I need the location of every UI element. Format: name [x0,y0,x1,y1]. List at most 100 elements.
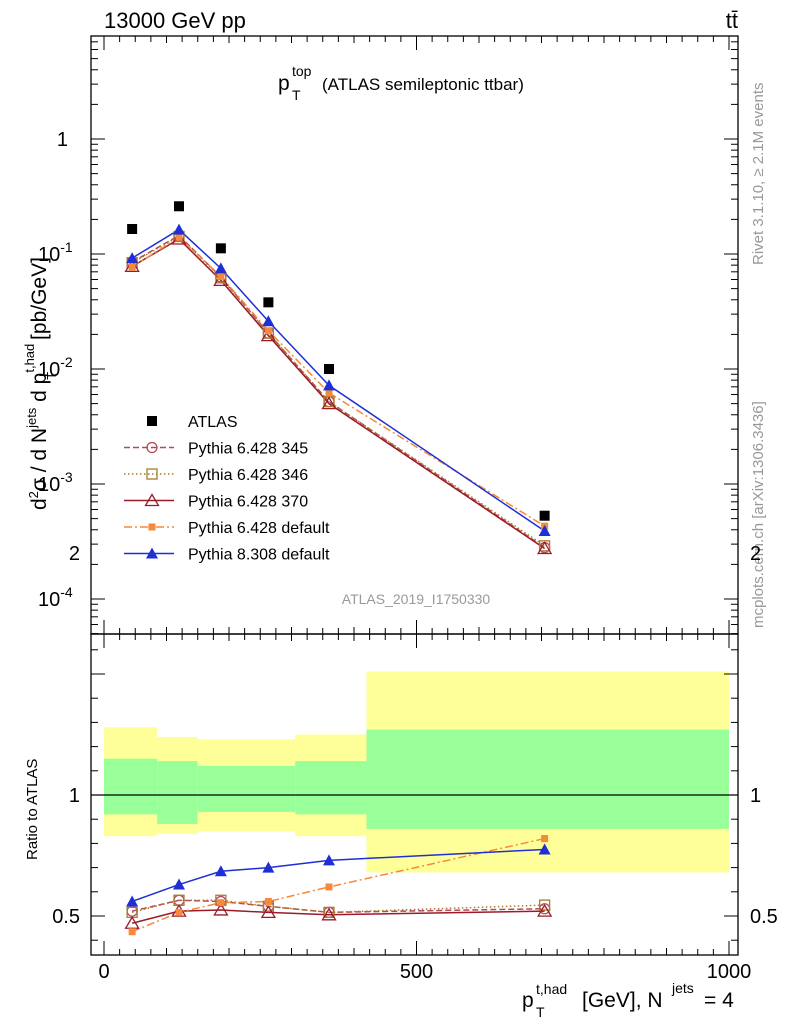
main-panel: 10-410-310-210-11 p top T (ATLAS semilep… [22,35,739,635]
mcplots-label: mcplots.cern.ch [arXiv:1306.3436] [750,401,767,628]
legend-marker [146,547,158,559]
ratio-point-pythia-6-428-default [264,897,272,905]
legend-label: ATLAS [188,414,238,431]
ratio-point-pythia-6-428-default [541,835,549,843]
ratio-tick-labels: 0.5 0.5 1 1 2 2 0 500 1000 [52,543,778,983]
xlabel-mid: [GeV], N [582,989,663,1012]
main-point-pythia-6-428-default [264,327,272,335]
main-line-pythia-6-428-default [131,236,546,527]
main-point-atlas [263,297,274,308]
legend-label: Pythia 6.428 370 [188,494,308,511]
main-line-pythia-6-428-370 [131,238,546,550]
y-tick-label: 1 [57,129,68,151]
ratio-point-pythia-8-308-default [173,878,185,890]
title-sup: top [292,63,312,79]
legend-label: Pythia 6.428 345 [188,441,308,458]
ratio-point-pythia-6-428-370 [260,905,277,919]
ratio-y-tick-label-left: 0.5 [52,906,80,928]
xlabel-p: p [522,989,534,1012]
legend: ATLAS Pythia 6.428 345 Pythia 6.428 346 Pyt… [124,414,330,564]
rivet-label: Rivet 3.1.10, ≥ 2.1M events [750,83,767,266]
band-inner [197,765,296,812]
ratio-line-pythia-6-428-370 [131,909,545,924]
band-inner [157,761,198,825]
legend-marker [144,493,160,507]
title-rest: (ATLAS semileptonic ttbar) [322,75,524,94]
main-point-atlas [324,364,334,374]
analysis-label: ATLAS_2019_I1750330 [342,591,491,607]
main-line-pythia-6-428-346 [131,235,546,547]
main-point-pythia-6-428-370 [536,541,553,555]
y-tick-label: 10-4 [38,584,73,611]
uncertainty-bands [104,671,729,873]
x-tick-label: 1000 [707,961,752,983]
main-point-pythia-6-428-default [128,263,136,271]
main-point-pythia-6-428-default [175,233,183,241]
ratio-line-pythia-6-428-default [131,837,545,933]
main-point-pythia-8-308-default [323,379,335,391]
main-series-markers [124,201,553,555]
header-left: 13000 GeV pp [104,8,246,33]
ratio-y-tick-label-right: 1 [750,785,761,807]
ratio-point-pythia-6-428-default [128,928,136,936]
main-point-pythia-6-428-346 [538,540,551,552]
ratio-point-pythia-6-428-370 [536,903,553,917]
main-point-atlas [174,201,184,212]
ratio-point-pythia-6-428-default [325,883,333,891]
main-ytick-labels: 10-410-310-210-11 [38,129,73,611]
main-point-atlas [215,243,226,254]
xlabel-end: = 4 [704,989,734,1012]
main-point-pythia-8-308-default [538,525,551,537]
legend-marker [146,441,158,454]
main-point-pythia-6-428-370 [321,396,337,410]
ratio-line-pythia-8-308-default [131,848,545,903]
ratio-series-lines [131,837,545,933]
ratio-point-pythia-8-308-default [262,861,275,873]
ratio-point-pythia-8-308-default [538,843,551,855]
title-p: p [278,72,290,95]
legend-label: Pythia 8.308 default [188,547,330,564]
legend-marker [146,468,158,480]
ratio-y-tick-label-right: 0.5 [750,906,778,928]
main-series-lines [131,228,546,550]
legend-marker [148,523,156,531]
main-point-pythia-6-428-370 [260,328,277,342]
band-inner [104,758,158,815]
main-point-atlas [539,510,550,521]
legend-marker [147,416,157,426]
ratio-point-pythia-6-428-default [175,908,183,916]
legend-label: Pythia 6.428 346 [188,467,308,484]
ratio-y-tick-label-right: 2 [750,543,761,565]
ratio-point-pythia-6-428-346 [323,906,335,919]
ratio-panel: 0.5 0.5 1 1 2 2 0 500 1000 Ratio to ATLAS p t,ha… [24,543,778,1020]
main-point-pythia-8-308-default [126,252,139,264]
header-right: tt̄ [726,8,738,33]
x-tick-label: 0 [98,961,109,983]
main-point-pythia-6-428-370 [213,273,229,287]
title-sub: T [292,87,301,103]
ratio-series-markers [124,835,553,936]
ratio-ylabel: Ratio to ATLAS [24,759,41,860]
ratio-y-tick-label-left: 1 [69,785,80,807]
main-point-pythia-6-428-default [217,272,225,280]
main-point-atlas [127,223,138,234]
band-inner [295,761,367,815]
ratio-point-pythia-6-428-370 [213,902,229,916]
main-ticks [91,36,738,635]
main-point-pythia-8-308-default [214,262,227,274]
ratio-point-pythia-8-308-default [214,865,227,877]
ratio-point-pythia-6-428-default [217,899,225,907]
xlabel-sup: t,had [536,981,567,997]
x-tick-label: 500 [400,961,433,983]
ratio-point-pythia-6-428-346 [538,899,551,911]
ratio-ticks [91,634,738,955]
main-line-pythia-8-308-default [131,228,546,532]
ratio-y-tick-label-left: 2 [69,543,80,565]
ratio-line-pythia-6-428-346 [131,899,545,914]
ratio-point-pythia-8-308-default [323,854,335,866]
xlabel-sup2: jets [671,980,694,996]
xlabel-sub: T [536,1004,545,1020]
main-point-pythia-8-308-default [262,315,275,327]
main-ylabel: d2σ / d Njets d pt,hadT [pb/GeV] [22,257,59,510]
